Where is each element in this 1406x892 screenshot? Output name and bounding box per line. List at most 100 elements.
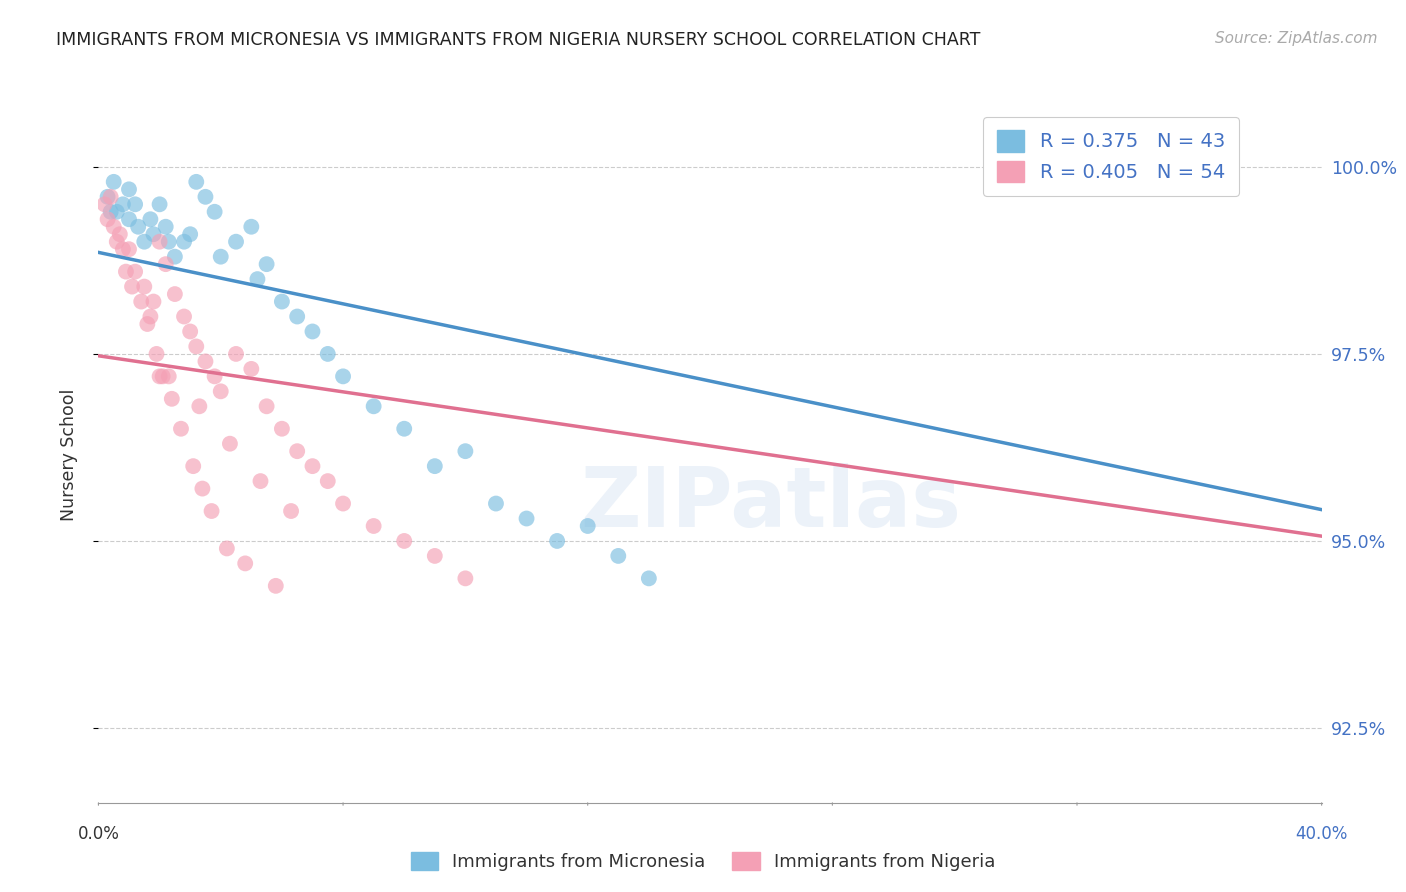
- Point: [233, 557, 256, 571]
- Point: [225, 347, 247, 361]
- Point: [188, 399, 211, 413]
- Point: [191, 482, 214, 496]
- Point: [157, 369, 180, 384]
- Point: [103, 175, 125, 189]
- Point: [194, 354, 217, 368]
- Point: [155, 219, 177, 234]
- Point: [240, 219, 263, 234]
- Point: [105, 204, 128, 219]
- Point: [316, 474, 339, 488]
- Point: [392, 533, 416, 548]
- Point: [270, 422, 294, 436]
- Y-axis label: Nursery School: Nursery School: [59, 389, 77, 521]
- Point: [215, 541, 238, 556]
- Point: [285, 444, 308, 458]
- Legend: R = 0.375   N = 43, R = 0.405   N = 54: R = 0.375 N = 43, R = 0.405 N = 54: [983, 117, 1239, 196]
- Point: [142, 294, 165, 309]
- Point: [157, 235, 180, 249]
- Point: [163, 250, 186, 264]
- Point: [1188, 153, 1211, 167]
- Point: [607, 549, 630, 563]
- Point: [209, 250, 232, 264]
- Point: [129, 294, 152, 309]
- Point: [97, 212, 120, 227]
- Point: [423, 459, 446, 474]
- Point: [142, 227, 165, 242]
- Point: [186, 339, 208, 353]
- Point: [301, 459, 323, 474]
- Point: [173, 310, 195, 324]
- Point: [118, 242, 141, 256]
- Point: [546, 533, 568, 548]
- Point: [111, 197, 134, 211]
- Point: [121, 279, 143, 293]
- Point: [179, 227, 201, 242]
- Point: [576, 519, 599, 533]
- Point: [186, 175, 208, 189]
- Text: Source: ZipAtlas.com: Source: ZipAtlas.com: [1215, 31, 1378, 46]
- Point: [332, 369, 354, 384]
- Point: [285, 310, 308, 324]
- Point: [145, 347, 167, 361]
- Point: [160, 392, 183, 406]
- Point: [124, 197, 146, 211]
- Text: 40.0%: 40.0%: [1295, 825, 1348, 843]
- Point: [423, 549, 446, 563]
- Point: [200, 504, 222, 518]
- Point: [256, 257, 278, 271]
- Point: [97, 190, 120, 204]
- Point: [100, 190, 122, 204]
- Point: [149, 369, 172, 384]
- Point: [93, 197, 115, 211]
- Legend: Immigrants from Micronesia, Immigrants from Nigeria: Immigrants from Micronesia, Immigrants f…: [404, 845, 1002, 879]
- Text: ZIPatlas: ZIPatlas: [581, 463, 962, 544]
- Point: [301, 325, 323, 339]
- Point: [194, 190, 217, 204]
- Point: [270, 294, 294, 309]
- Point: [454, 571, 477, 585]
- Point: [115, 265, 138, 279]
- Point: [516, 511, 538, 525]
- Point: [316, 347, 339, 361]
- Point: [485, 497, 508, 511]
- Point: [225, 235, 247, 249]
- Point: [219, 436, 242, 450]
- Point: [111, 242, 134, 256]
- Point: [149, 235, 172, 249]
- Point: [1066, 153, 1088, 167]
- Point: [264, 579, 287, 593]
- Point: [392, 422, 416, 436]
- Point: [638, 571, 661, 585]
- Point: [454, 444, 477, 458]
- Point: [118, 182, 141, 196]
- Point: [108, 227, 131, 242]
- Point: [124, 265, 146, 279]
- Point: [204, 369, 226, 384]
- Point: [127, 219, 149, 234]
- Point: [139, 310, 162, 324]
- Point: [246, 272, 269, 286]
- Point: [363, 399, 385, 413]
- Point: [181, 459, 204, 474]
- Point: [173, 235, 195, 249]
- Point: [256, 399, 278, 413]
- Point: [134, 235, 156, 249]
- Point: [179, 325, 201, 339]
- Point: [155, 257, 177, 271]
- Point: [139, 212, 162, 227]
- Text: 0.0%: 0.0%: [77, 825, 120, 843]
- Point: [105, 235, 128, 249]
- Point: [363, 519, 385, 533]
- Point: [240, 362, 263, 376]
- Point: [209, 384, 232, 399]
- Point: [280, 504, 302, 518]
- Point: [152, 369, 174, 384]
- Point: [136, 317, 159, 331]
- Point: [149, 197, 172, 211]
- Point: [170, 422, 193, 436]
- Point: [204, 204, 226, 219]
- Point: [103, 219, 125, 234]
- Point: [1188, 153, 1211, 167]
- Point: [249, 474, 271, 488]
- Point: [134, 279, 156, 293]
